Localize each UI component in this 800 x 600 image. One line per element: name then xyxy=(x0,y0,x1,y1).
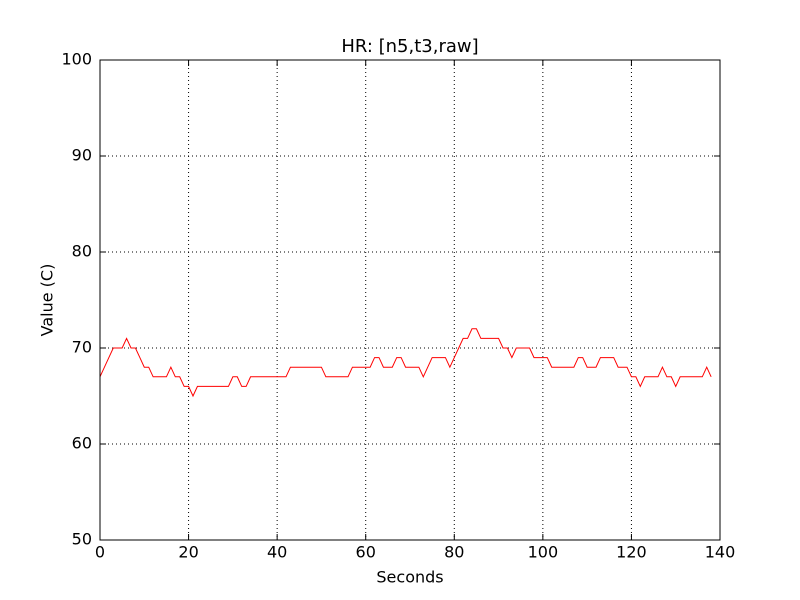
x-tick-label: 40 xyxy=(267,543,287,562)
x-tick-label: 120 xyxy=(616,543,647,562)
y-tick-label: 90 xyxy=(72,146,92,165)
plot-frame xyxy=(99,59,721,541)
x-tick-label: 0 xyxy=(95,543,105,562)
y-tick-label: 80 xyxy=(72,242,92,261)
x-axis-label: Seconds xyxy=(376,568,443,587)
y-tick-label: 50 xyxy=(72,530,92,549)
x-tick-label: 80 xyxy=(444,543,464,562)
x-tick-label: 60 xyxy=(356,543,376,562)
x-tick-label: 20 xyxy=(178,543,198,562)
chart-title: HR: [n5,t3,raw] xyxy=(341,36,478,57)
y-tick-label: 60 xyxy=(72,434,92,453)
x-tick-label: 100 xyxy=(528,543,559,562)
y-tick-label: 70 xyxy=(72,338,92,357)
y-axis-label: Value (C) xyxy=(38,264,57,337)
x-tick-label: 140 xyxy=(705,543,736,562)
data-line xyxy=(99,328,712,398)
y-tick-label: 100 xyxy=(61,50,92,69)
